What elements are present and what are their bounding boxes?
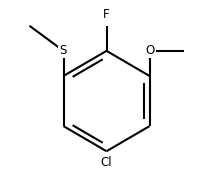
Text: Cl: Cl [101,156,112,169]
Text: F: F [103,8,110,21]
Text: S: S [59,44,66,57]
Text: O: O [146,44,155,57]
